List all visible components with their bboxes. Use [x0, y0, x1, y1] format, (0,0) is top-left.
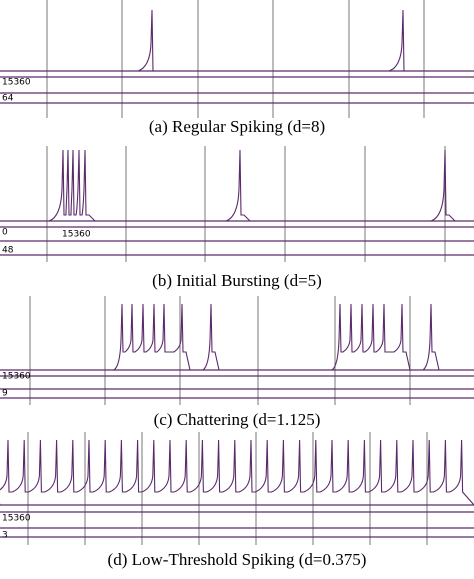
waveform — [0, 303, 474, 371]
trace-label: 15360 — [62, 230, 91, 240]
trace-label: 15360 — [2, 78, 31, 88]
waveform — [0, 439, 474, 506]
trace-label: 48 — [2, 246, 14, 256]
trace-label: 3 — [2, 531, 8, 541]
trace-label: 0 — [2, 228, 8, 238]
trace-label: 64 — [2, 94, 14, 104]
caption: (d) Low-Threshold Spiking (d=0.375) — [108, 550, 367, 569]
trace-label: 15360 — [2, 514, 31, 524]
trace-label: 15360 — [2, 372, 31, 382]
trace-label: 9 — [2, 389, 8, 399]
caption: (c) Chattering (d=1.125) — [154, 410, 321, 429]
waveform — [0, 149, 474, 222]
caption: (b) Initial Bursting (d=5) — [152, 271, 322, 290]
waveform — [0, 9, 474, 72]
caption: (a) Regular Spiking (d=8) — [149, 117, 325, 136]
